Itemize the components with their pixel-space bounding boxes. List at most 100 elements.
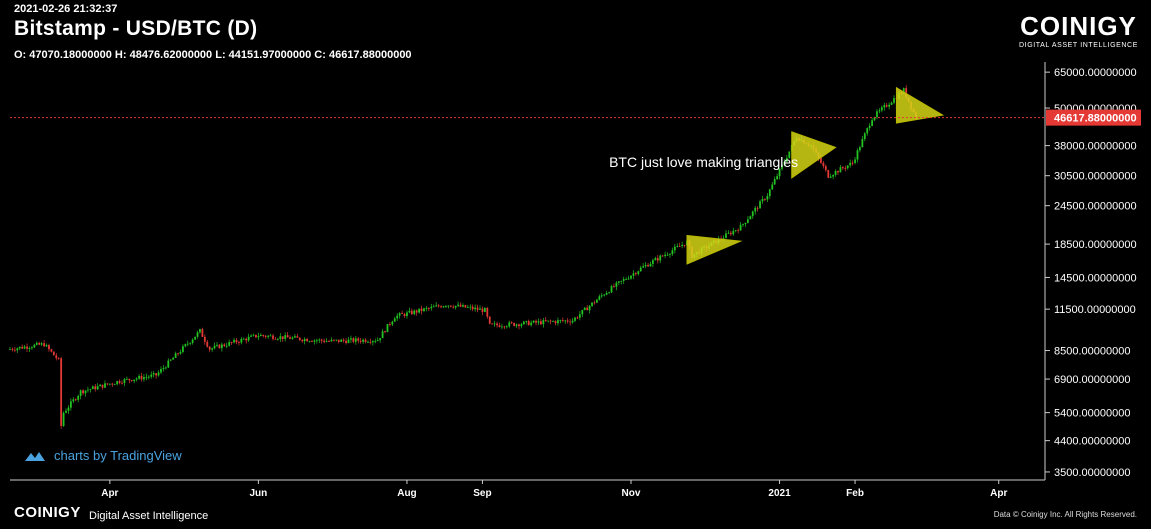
candle-body xyxy=(829,176,832,178)
candle-body xyxy=(69,401,72,408)
candle-body xyxy=(89,389,92,390)
candle-body xyxy=(822,162,825,167)
candle-body xyxy=(118,381,121,383)
candle-body xyxy=(294,336,296,338)
candle-body xyxy=(537,321,540,323)
candle-body xyxy=(430,306,433,309)
candle-body xyxy=(306,339,309,342)
candle-body xyxy=(415,310,418,313)
candle-body xyxy=(742,224,744,225)
candle-body xyxy=(515,324,518,326)
candle-body xyxy=(496,323,498,326)
candle-body xyxy=(367,341,369,343)
candle-body xyxy=(138,375,140,379)
candle-body xyxy=(111,383,114,385)
candle-body xyxy=(362,339,365,342)
candle-body xyxy=(396,315,399,319)
candle-body xyxy=(413,310,416,315)
candle-body xyxy=(21,346,24,349)
candle-body xyxy=(652,260,654,264)
candle-body xyxy=(250,335,252,337)
candle-body xyxy=(269,335,272,337)
candle-body xyxy=(778,168,781,177)
candle-body xyxy=(442,306,445,308)
candle-body xyxy=(99,384,102,387)
last-price-badge xyxy=(1046,109,1141,126)
candle-body xyxy=(841,167,844,169)
last-price-label: 46617.88000000 xyxy=(1054,113,1137,125)
candle-body xyxy=(871,120,873,126)
candle-body xyxy=(559,320,562,321)
candle-body xyxy=(18,346,21,349)
candle-body xyxy=(374,341,377,342)
candle-body xyxy=(639,267,642,272)
candle-body xyxy=(644,264,647,267)
candle-body xyxy=(228,342,231,346)
candle-body xyxy=(45,345,48,347)
candle-body xyxy=(398,313,401,316)
candle-body xyxy=(844,168,847,169)
candle-body xyxy=(23,346,26,349)
candle-body xyxy=(384,331,386,333)
candle-body xyxy=(520,324,523,327)
candle-body xyxy=(890,102,893,105)
candle-body xyxy=(739,224,742,231)
candle-body xyxy=(123,379,126,384)
candle-body xyxy=(420,308,423,312)
x-tick-label: Nov xyxy=(622,488,641,499)
candle-body xyxy=(854,159,856,163)
candle-body xyxy=(298,337,301,340)
candle-body xyxy=(211,348,214,350)
candle-body xyxy=(262,334,265,336)
candle-body xyxy=(172,357,175,360)
candle-body xyxy=(642,266,645,268)
candle-body xyxy=(751,211,754,217)
candle-body xyxy=(330,339,333,342)
candle-body xyxy=(235,339,238,343)
y-tick-label: 4400.00000000 xyxy=(1054,436,1130,448)
candle-body xyxy=(67,407,70,411)
candle-body xyxy=(483,308,486,312)
candle-body xyxy=(94,386,97,390)
candle-body xyxy=(345,340,347,343)
copyright: Data © Coinigy Inc. All Rights Reserved. xyxy=(993,510,1137,519)
candle-body xyxy=(547,320,550,322)
candle-body xyxy=(732,230,735,235)
candle-body xyxy=(257,336,260,338)
candle-body xyxy=(418,308,421,313)
candle-body xyxy=(849,162,852,166)
candle-body xyxy=(427,308,430,309)
candle-body xyxy=(116,381,119,385)
x-tick-label: Apr xyxy=(990,488,1007,499)
candle-body xyxy=(147,376,150,378)
candle-body xyxy=(332,339,335,341)
candle-body xyxy=(213,345,216,349)
candle-body xyxy=(335,339,338,341)
candle-body xyxy=(678,245,681,247)
candle-body xyxy=(630,275,632,279)
tradingview-credit[interactable]: charts by TradingView xyxy=(24,448,182,463)
candle-body xyxy=(781,164,783,169)
candle-body xyxy=(761,199,764,202)
candle-body xyxy=(744,222,747,225)
candle-body xyxy=(152,373,155,375)
x-tick-label: Sep xyxy=(473,488,491,499)
candle-body xyxy=(466,307,469,308)
candle-body xyxy=(357,338,360,341)
candle-body xyxy=(746,219,749,223)
candle-body xyxy=(199,329,201,333)
candle-body xyxy=(785,157,788,162)
candle-body xyxy=(437,305,440,307)
candle-body xyxy=(72,399,75,402)
candle-body xyxy=(245,338,248,341)
candle-body xyxy=(566,320,569,322)
candle-body xyxy=(588,305,591,311)
candle-body xyxy=(364,339,367,343)
candle-body xyxy=(846,165,849,169)
candle-body xyxy=(868,125,871,129)
candle-body xyxy=(503,326,506,328)
candle-body xyxy=(40,343,43,345)
candle-body xyxy=(605,292,608,295)
candle-body xyxy=(35,342,38,345)
